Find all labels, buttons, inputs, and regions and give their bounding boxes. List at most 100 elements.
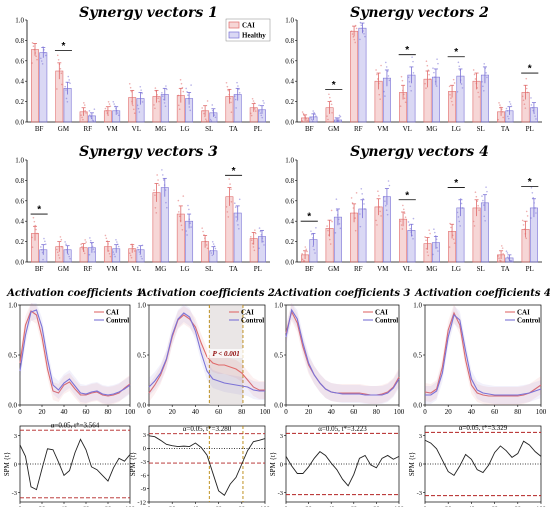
data-point bbox=[238, 227, 240, 230]
data-point bbox=[500, 106, 502, 109]
bar bbox=[480, 202, 489, 263]
data-point bbox=[33, 220, 36, 223]
y-tick-label: 0.5 bbox=[137, 352, 146, 360]
data-point bbox=[311, 233, 313, 236]
data-point bbox=[262, 240, 264, 243]
data-point bbox=[156, 94, 158, 96]
legend-label-healthy: Healthy bbox=[242, 32, 266, 40]
data-point bbox=[153, 104, 155, 106]
x-tick-label: GM bbox=[328, 265, 340, 273]
data-point bbox=[457, 216, 460, 218]
data-point bbox=[165, 85, 167, 87]
data-point bbox=[83, 250, 85, 252]
data-point bbox=[350, 30, 353, 33]
y-tick-label: -6 bbox=[141, 472, 147, 479]
data-point bbox=[114, 105, 116, 108]
data-point bbox=[211, 104, 214, 106]
data-point bbox=[157, 97, 159, 99]
data-point bbox=[89, 239, 92, 242]
data-point bbox=[80, 114, 82, 116]
x-tick-label: 80 bbox=[514, 408, 522, 416]
data-point bbox=[155, 90, 158, 93]
data-point bbox=[361, 27, 363, 29]
data-point bbox=[209, 249, 212, 252]
y-axis-label: SPM {t} bbox=[269, 452, 277, 476]
data-point bbox=[158, 184, 160, 186]
data-point bbox=[408, 81, 411, 83]
y-tick-label: 1.0 bbox=[137, 302, 146, 310]
data-point bbox=[484, 67, 486, 70]
data-point bbox=[41, 63, 44, 65]
data-point bbox=[130, 256, 133, 259]
data-point bbox=[452, 78, 455, 81]
y-tick-label: 0.2 bbox=[15, 98, 24, 106]
data-point bbox=[227, 89, 230, 92]
data-point bbox=[104, 107, 107, 110]
data-point bbox=[138, 111, 141, 113]
data-point bbox=[109, 105, 112, 108]
data-point bbox=[93, 108, 96, 110]
data-point bbox=[141, 101, 144, 103]
significance-star: * bbox=[232, 166, 236, 177]
y-tick-label: 0.8 bbox=[285, 177, 294, 185]
x-tick-label: VL bbox=[403, 125, 412, 133]
x-tick-label: VL bbox=[403, 265, 412, 273]
data-point bbox=[203, 234, 205, 236]
data-point bbox=[534, 207, 536, 209]
data-point bbox=[359, 213, 361, 215]
data-point bbox=[227, 216, 230, 218]
y-tick-label: 1.0 bbox=[8, 302, 17, 310]
variability-band bbox=[425, 306, 541, 404]
data-point bbox=[141, 244, 144, 247]
data-point bbox=[166, 206, 168, 209]
y-tick-label: 1.0 bbox=[413, 302, 422, 310]
data-point bbox=[400, 224, 403, 226]
data-point bbox=[89, 114, 91, 116]
data-point bbox=[214, 116, 217, 119]
data-point bbox=[526, 91, 529, 94]
data-point bbox=[258, 227, 261, 229]
data-point bbox=[351, 202, 354, 204]
data-point bbox=[228, 93, 230, 96]
y-tick-label: -3 bbox=[12, 490, 17, 497]
data-point bbox=[128, 82, 131, 85]
data-point bbox=[474, 191, 477, 194]
bar bbox=[160, 187, 169, 263]
data-point bbox=[507, 256, 509, 258]
data-point bbox=[526, 215, 529, 217]
data-point bbox=[457, 61, 460, 64]
data-point bbox=[409, 85, 412, 88]
data-point bbox=[154, 206, 157, 209]
y-tick-label: 0 bbox=[14, 461, 17, 468]
data-point bbox=[425, 87, 427, 89]
data-point bbox=[60, 238, 63, 241]
y-tick-label: 1.0 bbox=[15, 17, 24, 25]
data-point bbox=[36, 232, 38, 235]
data-point bbox=[226, 211, 229, 213]
data-point bbox=[363, 203, 365, 205]
y-tick-label: -12 bbox=[137, 499, 146, 506]
data-point bbox=[523, 103, 526, 106]
data-point bbox=[132, 108, 135, 111]
data-point bbox=[254, 229, 256, 231]
data-point bbox=[402, 93, 405, 96]
data-point bbox=[210, 252, 213, 254]
data-point bbox=[304, 246, 307, 248]
data-point bbox=[478, 96, 480, 98]
data-point bbox=[65, 248, 68, 251]
data-point bbox=[315, 115, 317, 117]
data-point bbox=[337, 218, 340, 221]
x-tick-label: GM bbox=[58, 265, 70, 273]
data-point bbox=[83, 104, 86, 106]
data-point bbox=[106, 240, 109, 242]
y-tick-label: 0.4 bbox=[15, 78, 24, 86]
x-tick-label: TA bbox=[501, 265, 510, 273]
data-point bbox=[384, 61, 387, 64]
data-point bbox=[251, 97, 254, 100]
data-point bbox=[234, 98, 237, 101]
data-point bbox=[60, 83, 63, 86]
data-point bbox=[403, 97, 406, 100]
data-point bbox=[186, 91, 188, 93]
x-tick-label: LG bbox=[180, 125, 189, 133]
x-tick-label: 0 bbox=[18, 408, 22, 416]
